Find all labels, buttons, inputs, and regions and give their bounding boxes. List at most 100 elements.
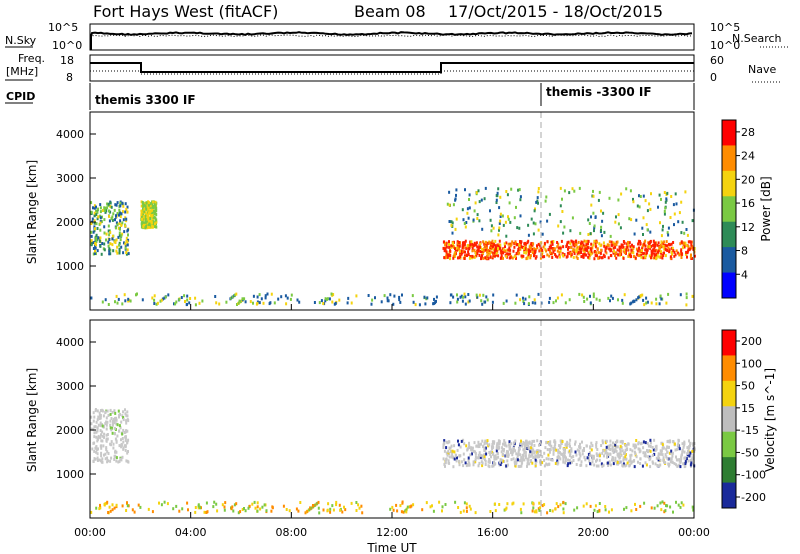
echo-cell xyxy=(455,193,457,197)
echo-cell xyxy=(105,448,108,452)
echo-cell xyxy=(687,450,689,454)
echo-cell xyxy=(456,240,459,244)
echo-cell xyxy=(588,256,591,260)
echo-cell xyxy=(557,505,560,509)
echo-cell xyxy=(472,463,475,467)
echo-cell xyxy=(508,444,511,448)
echo-cell xyxy=(116,201,119,205)
echo-cell xyxy=(123,241,125,245)
echo-cell xyxy=(629,245,632,249)
echo-cell xyxy=(625,251,627,255)
echo-cell xyxy=(463,241,466,245)
echo-cell xyxy=(529,454,532,458)
echo-cell xyxy=(673,250,676,254)
echo-cell xyxy=(529,460,532,463)
echo-cell xyxy=(616,240,619,244)
echo-cell xyxy=(151,225,154,229)
echo-cell xyxy=(106,206,109,210)
echo-cell xyxy=(667,462,670,466)
echo-cell xyxy=(546,253,549,257)
echo-cell xyxy=(619,444,622,448)
echo-cell xyxy=(476,251,479,255)
echo-cell xyxy=(464,461,467,465)
echo-cell xyxy=(495,249,498,253)
echo-cell xyxy=(254,506,257,510)
echo-cell xyxy=(617,213,620,217)
echo-cell xyxy=(596,448,599,451)
echo-cell xyxy=(142,225,145,229)
echo-cell xyxy=(691,294,694,298)
echo-cell xyxy=(620,245,623,249)
echo-cell xyxy=(320,299,323,303)
echo-cell xyxy=(107,511,110,514)
echo-cell xyxy=(677,220,680,224)
echo-cell xyxy=(635,218,638,222)
colorbar-tick-label: 4 xyxy=(741,268,748,281)
echo-cell xyxy=(552,250,555,254)
echo-cell xyxy=(677,251,680,255)
echo-cell xyxy=(562,460,565,464)
echo-cell xyxy=(634,256,637,260)
echo-cell xyxy=(509,242,512,246)
echo-cell xyxy=(533,450,536,454)
echo-cell xyxy=(318,511,321,515)
colorbar-swatch xyxy=(722,196,736,223)
echo-cell xyxy=(639,195,642,198)
echo-cell xyxy=(498,441,501,445)
echo-cell xyxy=(620,252,623,256)
echo-cell xyxy=(151,203,154,207)
echo-cell xyxy=(175,504,178,508)
echo-cell xyxy=(317,500,320,504)
echo-cell xyxy=(603,244,606,248)
echo-cell xyxy=(456,243,459,247)
echo-cell xyxy=(689,441,692,445)
cpid-segment-2: themis -3300 IF xyxy=(546,85,652,99)
freq-panel: Freq. [MHz] 18 8 60 0 Nave xyxy=(5,52,782,84)
colorbar-tick-label: -200 xyxy=(741,491,766,504)
echo-cell xyxy=(114,454,117,458)
echo-cell xyxy=(452,256,455,260)
echo-cell xyxy=(326,297,329,301)
echo-cell xyxy=(448,190,451,194)
echo-cell xyxy=(477,189,480,193)
echo-cell xyxy=(99,503,101,507)
echo-cell xyxy=(595,443,598,446)
echo-cell xyxy=(571,216,574,220)
echo-cell xyxy=(666,504,669,508)
echo-cell xyxy=(625,443,628,447)
echo-cell xyxy=(689,451,692,455)
echo-cell xyxy=(108,209,110,213)
echo-cell xyxy=(473,248,476,252)
echo-cell xyxy=(154,205,157,208)
echo-cell xyxy=(637,460,639,464)
echo-cell xyxy=(509,220,512,224)
echo-cell xyxy=(465,221,468,224)
station-title: Fort Hays West (fitACF) xyxy=(93,2,278,21)
echo-cell xyxy=(450,444,453,448)
echo-cell xyxy=(470,240,473,244)
echo-cell xyxy=(642,446,645,450)
echo-cell xyxy=(102,425,105,428)
echo-cell xyxy=(205,501,208,505)
echo-cell xyxy=(682,503,685,507)
echo-cell xyxy=(468,441,470,445)
echo-cell xyxy=(583,455,586,459)
echo-cell xyxy=(90,239,93,243)
echo-cell xyxy=(583,447,585,450)
echo-cell xyxy=(549,250,552,254)
echo-cell xyxy=(464,254,466,258)
echo-cell xyxy=(118,249,121,253)
echo-cell xyxy=(92,252,95,256)
echo-cell xyxy=(331,504,334,508)
echo-cell xyxy=(581,440,583,444)
echo-cell xyxy=(117,297,120,301)
echo-cell xyxy=(147,214,149,218)
echo-cell xyxy=(683,245,686,249)
echo-cell xyxy=(514,449,517,453)
echo-cell xyxy=(465,464,468,468)
echo-cell xyxy=(633,254,635,258)
echo-cell xyxy=(124,210,127,214)
echo-cell xyxy=(156,301,159,305)
echo-cell xyxy=(298,300,301,304)
echo-cell xyxy=(677,443,679,447)
